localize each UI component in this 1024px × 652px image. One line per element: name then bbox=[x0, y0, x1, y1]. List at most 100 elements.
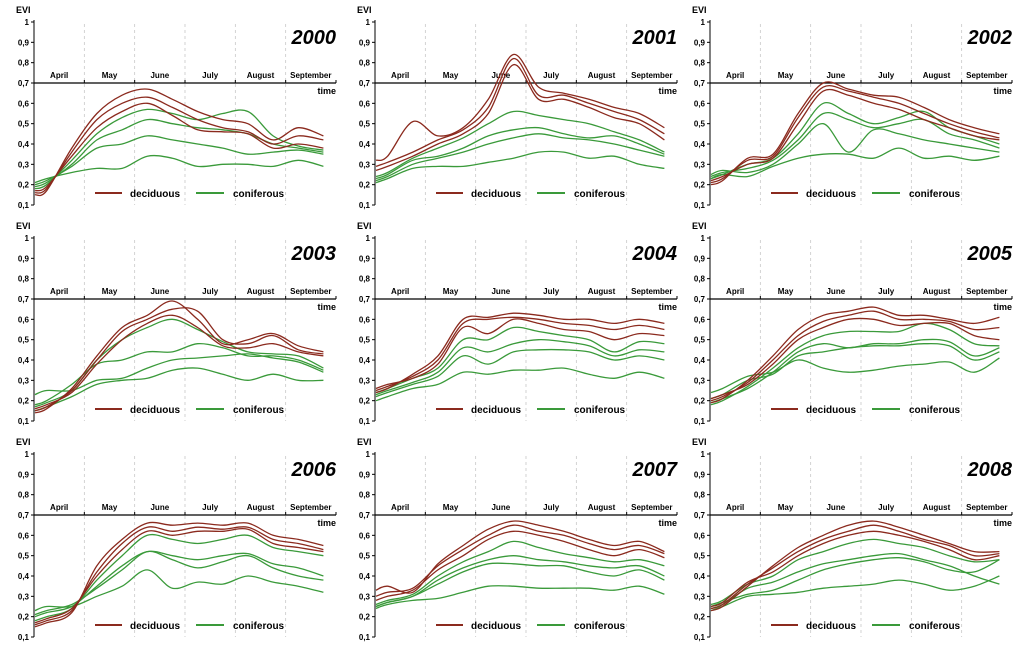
series-line-coniferous bbox=[375, 562, 665, 608]
y-tick-label: 0,2 bbox=[694, 613, 706, 622]
series-line-coniferous bbox=[375, 150, 665, 184]
y-axis-label: EVI bbox=[692, 5, 707, 15]
month-label-august: August bbox=[247, 503, 275, 512]
month-label-july: July bbox=[202, 503, 219, 512]
y-axis-label: EVI bbox=[692, 437, 707, 447]
y-tick-label: 0,6 bbox=[359, 531, 371, 540]
y-tick-label: 0,1 bbox=[359, 201, 371, 210]
series-line-deciduous bbox=[375, 57, 665, 168]
y-tick-label: 0,7 bbox=[18, 295, 30, 304]
month-label-september: September bbox=[966, 503, 1007, 512]
chart-title: 2003 bbox=[291, 243, 337, 265]
y-tick-label: 0,3 bbox=[359, 592, 371, 601]
y-tick-label: 1 bbox=[701, 234, 706, 243]
y-tick-label: 0,6 bbox=[359, 315, 371, 324]
y-tick-label: 0,9 bbox=[18, 38, 30, 47]
legend-label-deciduous: deciduous bbox=[471, 189, 521, 200]
series-line-coniferous bbox=[375, 367, 665, 402]
series-line-coniferous bbox=[375, 348, 665, 398]
month-label-may: May bbox=[102, 503, 118, 512]
y-tick-label: 0,7 bbox=[18, 79, 30, 88]
y-tick-label: 0,3 bbox=[694, 592, 706, 601]
series-line-deciduous bbox=[34, 527, 324, 624]
y-axis-label: EVI bbox=[357, 437, 372, 447]
y-tick-label: 0,1 bbox=[694, 201, 706, 210]
y-tick-label: 1 bbox=[366, 450, 371, 459]
series-line-coniferous bbox=[34, 108, 324, 190]
series-line-deciduous bbox=[375, 53, 665, 162]
y-tick-label: 0,9 bbox=[694, 470, 706, 479]
series-line-deciduous bbox=[710, 84, 1000, 184]
series-line-deciduous bbox=[34, 102, 324, 192]
month-label-may: May bbox=[778, 71, 794, 80]
series-line-coniferous bbox=[710, 112, 1000, 178]
series-line-deciduous bbox=[34, 521, 324, 628]
y-tick-label: 0,1 bbox=[359, 417, 371, 426]
y-tick-label: 0,3 bbox=[359, 376, 371, 385]
evi-chart-2006: 0,1 0,2 0,3 0,4 0,5 0,6 0,7 0,8 0,9 1 EVI April May J… bbox=[16, 437, 337, 642]
month-label-may: May bbox=[102, 71, 118, 80]
y-tick-label: 1 bbox=[25, 18, 30, 27]
month-label-august: August bbox=[247, 287, 275, 296]
series-line-deciduous bbox=[375, 520, 665, 594]
y-tick-label: 0,8 bbox=[18, 491, 30, 500]
y-tick-label: 0,2 bbox=[359, 613, 371, 622]
series-line-coniferous bbox=[34, 550, 324, 616]
month-label-july: July bbox=[202, 71, 219, 80]
series-line-coniferous bbox=[375, 338, 665, 396]
month-label-september: September bbox=[966, 71, 1007, 80]
series-line-coniferous bbox=[34, 367, 324, 412]
y-axis-label: EVI bbox=[16, 221, 31, 231]
month-label-june: June bbox=[491, 71, 510, 80]
month-label-april: April bbox=[50, 71, 68, 80]
x-axis-label: time bbox=[658, 86, 677, 96]
y-tick-label: 0,4 bbox=[359, 140, 371, 149]
y-tick-label: 0,9 bbox=[18, 254, 30, 263]
y-tick-label: 0,7 bbox=[359, 79, 371, 88]
legend-label-deciduous: deciduous bbox=[130, 189, 180, 200]
y-tick-label: 0,8 bbox=[18, 275, 30, 284]
month-label-september: September bbox=[631, 503, 672, 512]
evi-chart-2003: 0,1 0,2 0,3 0,4 0,5 0,6 0,7 0,8 0,9 1 EVI April May J… bbox=[16, 221, 337, 426]
chart-title: 2000 bbox=[291, 27, 337, 49]
y-tick-label: 0,8 bbox=[18, 59, 30, 68]
series-line-coniferous bbox=[710, 123, 1000, 176]
y-tick-label: 0,5 bbox=[694, 120, 706, 129]
month-label-august: August bbox=[588, 287, 616, 296]
month-label-september: September bbox=[966, 287, 1007, 296]
series-line-coniferous bbox=[34, 533, 324, 622]
series-line-deciduous bbox=[710, 524, 1000, 610]
series-line-deciduous bbox=[710, 520, 1000, 612]
month-label-april: April bbox=[391, 71, 409, 80]
x-axis-label: time bbox=[993, 86, 1012, 96]
series-line-deciduous bbox=[34, 96, 324, 194]
y-tick-label: 0,7 bbox=[694, 79, 706, 88]
y-tick-label: 0,5 bbox=[694, 336, 706, 345]
y-tick-label: 0,2 bbox=[18, 397, 30, 406]
month-label-july: July bbox=[202, 287, 219, 296]
y-tick-label: 1 bbox=[366, 234, 371, 243]
evi-chart-2004: 0,1 0,2 0,3 0,4 0,5 0,6 0,7 0,8 0,9 1 EVI April May J… bbox=[357, 221, 678, 426]
y-tick-label: 0,6 bbox=[18, 99, 30, 108]
legend-label-deciduous: deciduous bbox=[130, 621, 180, 632]
chart-title: 2004 bbox=[632, 243, 678, 265]
chart-title: 2007 bbox=[632, 459, 678, 481]
month-label-july: July bbox=[543, 71, 560, 80]
month-label-june: June bbox=[826, 71, 845, 80]
y-tick-label: 1 bbox=[25, 450, 30, 459]
series-line-deciduous bbox=[375, 64, 665, 172]
y-tick-label: 0,6 bbox=[694, 531, 706, 540]
y-tick-label: 0,3 bbox=[18, 592, 30, 601]
series-line-deciduous bbox=[710, 306, 1000, 404]
month-label-may: May bbox=[102, 287, 118, 296]
y-tick-label: 0,9 bbox=[694, 254, 706, 263]
series-line-coniferous bbox=[710, 575, 1000, 612]
month-label-august: August bbox=[588, 71, 616, 80]
y-tick-label: 0,4 bbox=[18, 572, 30, 581]
y-tick-label: 0,9 bbox=[359, 254, 371, 263]
legend-label-coniferous: coniferous bbox=[574, 621, 626, 632]
series-line-deciduous bbox=[710, 317, 1000, 400]
legend-label-deciduous: deciduous bbox=[806, 189, 856, 200]
y-tick-label: 0,9 bbox=[18, 470, 30, 479]
x-axis-label: time bbox=[658, 518, 677, 528]
